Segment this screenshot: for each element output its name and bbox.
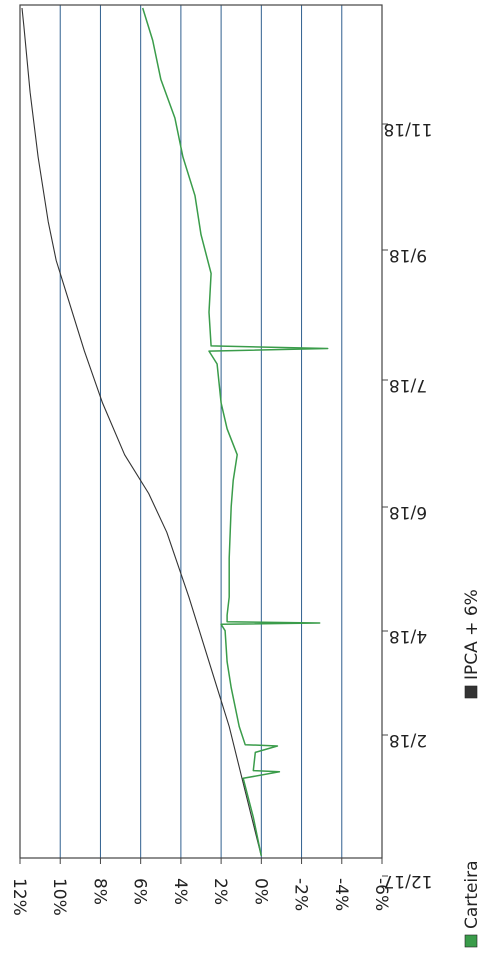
legend: Carteira IPCA + 6% [462,589,482,948]
x-tick-label: 4/18 [389,626,427,646]
y-tick-label: 0% [250,878,270,905]
y-tick-label: -6% [371,878,391,911]
legend-label: IPCA + 6% [462,589,482,680]
y-tick-label: 4% [170,878,190,905]
y-tick-label: -2% [291,878,311,911]
x-tick-label: 12/17 [384,871,433,891]
y-tick-label: 2% [210,878,230,905]
legend-swatch [464,685,478,699]
x-tick-label: 2/18 [389,730,427,750]
series-line-carteira [141,7,329,857]
x-tick-label: 11/18 [384,119,433,139]
y-tick-label: -4% [331,878,351,911]
y-tick-label: 12% [9,878,29,916]
legend-swatch [464,934,478,948]
legend-label: Carteira [462,860,482,929]
y-tick-label: 10% [49,878,69,916]
x-tick-label: 9/18 [389,245,427,265]
series-line-ipca [21,7,262,857]
y-tick-label: 8% [89,878,109,905]
plot-area [21,5,343,858]
x-tick-label: 7/18 [389,375,427,395]
y-tick-label: 6% [130,878,150,905]
plot-frame [19,4,383,859]
x-tick-label: 6/18 [389,502,427,522]
axes: 12% 10% 8% 6% 4% 2% 0% -2% -4% -6%12/17 2/18 4/18 6/… [9,4,433,916]
